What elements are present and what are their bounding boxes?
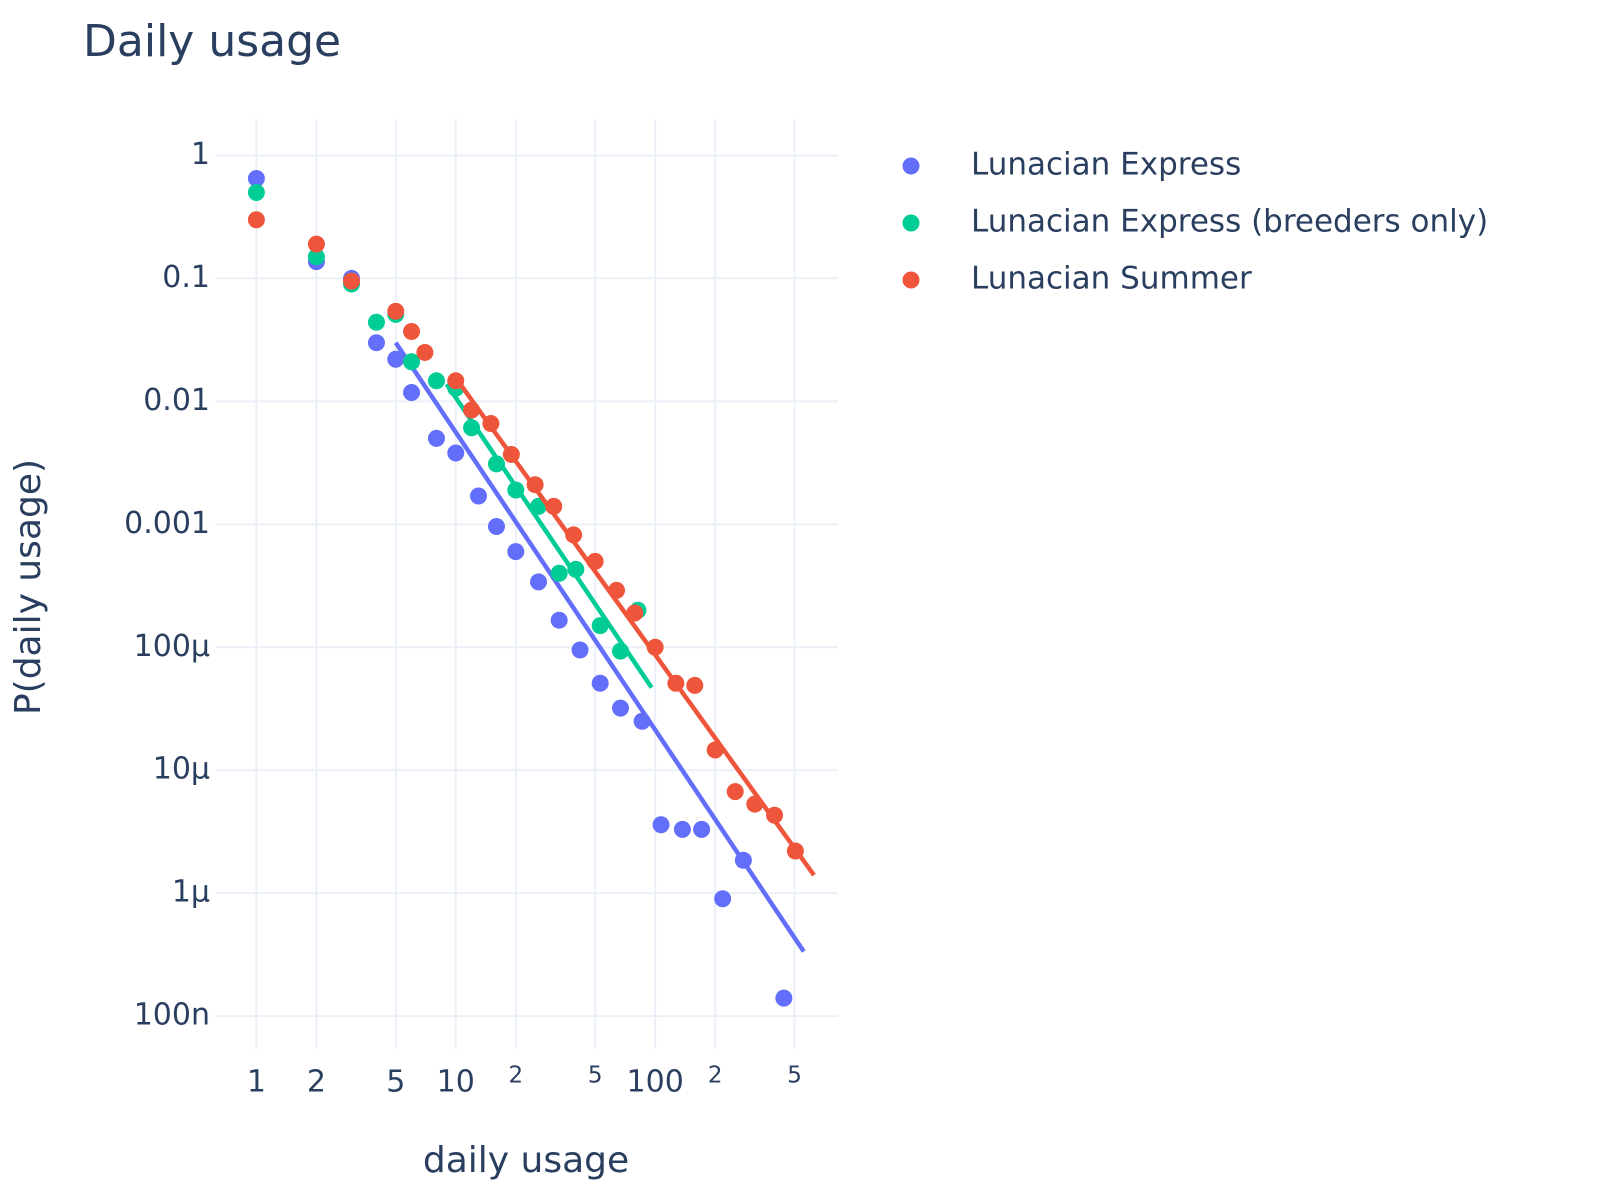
data-point: [463, 419, 481, 437]
y-tick-label: 100n: [134, 998, 210, 1033]
data-point: [507, 481, 525, 499]
data-point: [646, 638, 664, 656]
legend-marker: [902, 157, 920, 175]
data-point: [786, 842, 804, 860]
data-point: [591, 674, 609, 692]
data-point: [403, 353, 421, 371]
data-point: [403, 323, 421, 341]
data-point: [387, 350, 405, 368]
x-tick-label: 5: [787, 1063, 802, 1089]
data-point: [427, 372, 445, 390]
data-point: [416, 343, 434, 361]
legend-marker: [902, 214, 920, 232]
data-point: [463, 401, 481, 419]
y-tick-label: 100μ: [134, 629, 210, 664]
data-point: [734, 851, 752, 869]
data-point: [633, 712, 651, 730]
data-point: [714, 890, 732, 908]
data-point: [626, 604, 644, 622]
data-point: [571, 641, 589, 659]
data-point: [502, 445, 520, 463]
data-point: [686, 676, 704, 694]
data-point: [775, 989, 793, 1007]
y-axis-title: P(daily usage): [8, 459, 49, 715]
y-tick-label: 10μ: [153, 752, 210, 787]
y-tick-label: 0.01: [143, 383, 210, 418]
x-tick-label: 5: [588, 1063, 603, 1089]
data-point: [487, 455, 505, 473]
data-point: [367, 313, 385, 331]
data-point: [545, 497, 563, 515]
x-tick-label: 5: [386, 1065, 405, 1100]
data-point: [667, 674, 685, 692]
fit-line: [444, 382, 654, 689]
data-point: [447, 444, 465, 462]
data-point: [469, 487, 487, 505]
data-point: [706, 741, 724, 759]
x-axis-title: daily usage: [423, 1140, 629, 1181]
legend-marker: [902, 271, 920, 289]
y-tick-label: 1: [191, 137, 210, 172]
data-point: [746, 795, 764, 813]
data-point: [565, 526, 583, 544]
legend-label: Lunacian Summer: [971, 261, 1252, 297]
x-tick-label: 2: [307, 1065, 326, 1100]
legend-label: Lunacian Express: [971, 147, 1241, 183]
data-point: [482, 415, 500, 433]
data-point: [652, 816, 670, 834]
data-point: [507, 543, 525, 561]
x-tick-label: 100: [627, 1065, 684, 1100]
data-point: [611, 642, 629, 660]
data-point: [530, 573, 548, 591]
y-tick-label: 0.001: [124, 506, 210, 541]
data-point: [550, 564, 568, 582]
data-point: [693, 820, 711, 838]
data-point: [726, 783, 744, 801]
data-point: [673, 820, 691, 838]
data-point: [247, 211, 265, 229]
x-tick-label: 2: [508, 1063, 523, 1089]
x-tick-label: 2: [708, 1063, 723, 1089]
data-point: [766, 806, 784, 824]
data-point: [247, 183, 265, 201]
x-tick-label: 10: [437, 1065, 475, 1100]
data-point: [611, 699, 629, 717]
data-point: [608, 581, 626, 599]
data-point: [487, 517, 505, 535]
data-point: [307, 235, 325, 253]
data-point: [427, 429, 445, 447]
data-point: [586, 552, 604, 570]
chart-title: Daily usage: [83, 16, 341, 67]
data-point: [526, 476, 544, 494]
data-point: [307, 248, 325, 266]
data-point: [447, 372, 465, 390]
y-tick-label: 0.1: [162, 260, 210, 295]
data-point: [367, 334, 385, 352]
legend-label: Lunacian Express (breeders only): [971, 204, 1488, 240]
data-point: [247, 169, 265, 187]
y-tick-label: 1μ: [172, 875, 210, 910]
data-point: [343, 272, 361, 290]
data-point: [550, 611, 568, 629]
data-point: [591, 617, 609, 635]
fit-line: [393, 341, 806, 953]
data-point: [387, 302, 405, 320]
data-point: [403, 384, 421, 402]
data-point: [567, 560, 585, 578]
x-tick-label: 1: [247, 1065, 266, 1100]
